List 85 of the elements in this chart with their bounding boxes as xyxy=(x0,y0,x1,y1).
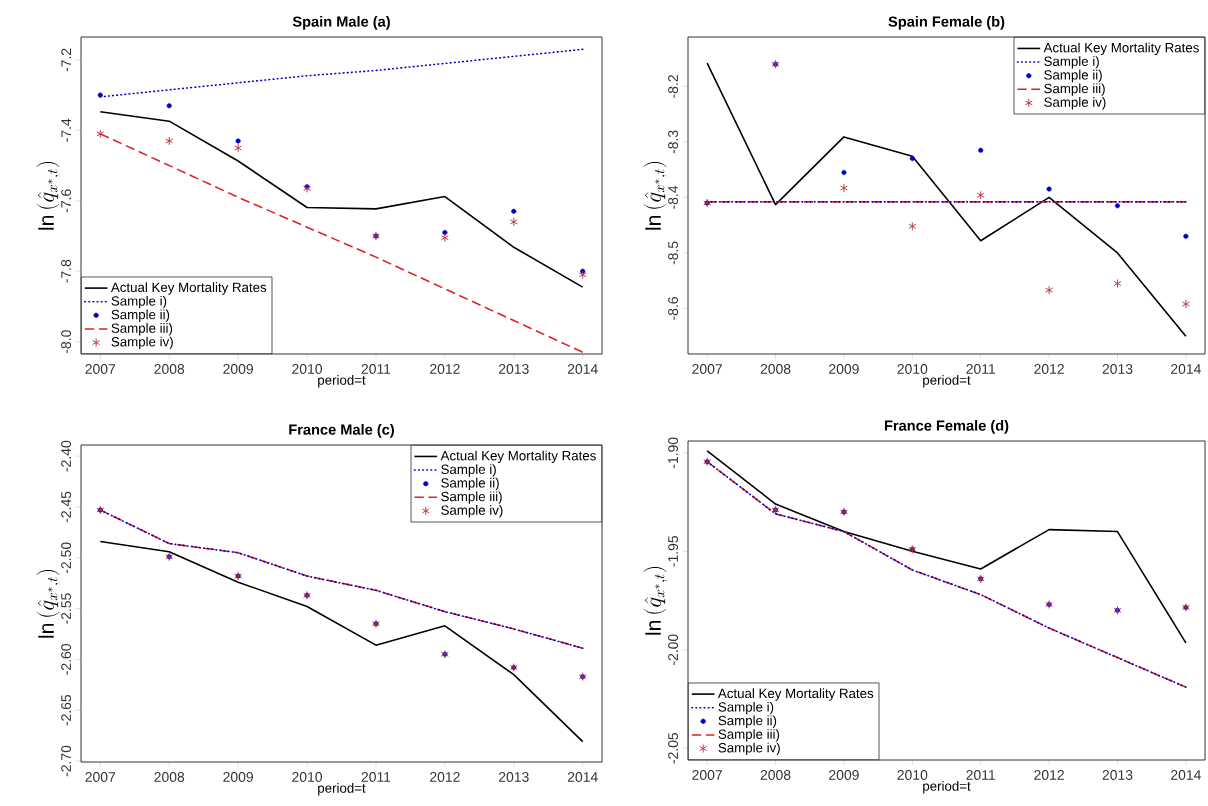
x-tick-label: 2014 xyxy=(1171,770,1201,780)
y-tick-label: -1.95 xyxy=(668,535,679,567)
y-tick-label: -2.05 xyxy=(668,732,679,764)
x-tick-label: 2009 xyxy=(223,772,253,782)
chart-title: Spain Female (b) xyxy=(888,16,1005,30)
y-tick-label: -8.6 xyxy=(668,297,679,320)
y-tick-label: -1.90 xyxy=(668,437,679,469)
x-tick-label: 2007 xyxy=(85,772,116,782)
legend-label: Sample iii) xyxy=(1044,83,1105,96)
y-tick-label: -7.6 xyxy=(61,189,72,213)
x-tick-label: 2014 xyxy=(567,772,598,782)
chart-title: France Male (c) xyxy=(289,424,394,438)
y-tick-label: -2.65 xyxy=(61,694,72,726)
x-tick-label: 2009 xyxy=(829,364,859,374)
legend-label: Sample ii) xyxy=(1044,69,1102,83)
y-tick-label: -7.4 xyxy=(61,118,72,142)
x-tick-label: 2008 xyxy=(154,772,185,782)
legend-label: Sample iv) xyxy=(1044,97,1106,110)
x-tick-label: 2007 xyxy=(692,364,722,374)
y-tick-label: -8.4 xyxy=(668,185,679,209)
x-tick-label: 2012 xyxy=(430,364,460,374)
legend-label: Sample i) xyxy=(1044,56,1099,69)
x-tick-label: 2010 xyxy=(897,770,928,780)
x-tick-label: 2013 xyxy=(1102,364,1133,374)
x-tick-label: 2013 xyxy=(1102,770,1133,780)
legend-label: Actual Key Mortality Rates xyxy=(717,688,874,701)
y-tick-label: -2.60 xyxy=(61,644,72,675)
x-tick-label: 2008 xyxy=(154,364,185,374)
legend-label: Sample iv) xyxy=(441,505,503,518)
y-tick-label: -8.0 xyxy=(61,330,72,354)
y-axis-title: $\ln\left(\hat{q}_{x^{*},t}\right)$ xyxy=(36,570,60,638)
legend-label: Sample iv) xyxy=(111,336,173,350)
x-tick-label: 2012 xyxy=(1034,364,1064,374)
y-tick-label: -8.3 xyxy=(668,130,679,154)
y-tick-label: -7.8 xyxy=(61,259,72,283)
y-tick-label: -2.40 xyxy=(61,440,72,472)
legend-label: Actual Key Mortality Rates xyxy=(1043,42,1199,56)
x-tick-label: 2009 xyxy=(223,364,253,374)
legend-label: Sample iv) xyxy=(718,742,780,756)
x-axis-title: period=t xyxy=(318,783,366,796)
legend-label: Sample iii) xyxy=(441,491,502,504)
legend-label: Sample ii) xyxy=(718,715,777,728)
y-tick-label: -8.5 xyxy=(668,241,679,265)
y-tick-label: -8.2 xyxy=(668,75,679,98)
y-axis-title: $\ln\left(\hat{q}_{x^{*},t}\right)$ xyxy=(36,162,60,230)
x-tick-label: 2011 xyxy=(361,364,391,374)
x-tick-label: 2007 xyxy=(85,364,116,374)
x-tick-label: 2011 xyxy=(966,770,995,780)
x-tick-label: 2008 xyxy=(760,770,791,780)
legend-label: Sample i) xyxy=(111,295,167,309)
y-tick-label: -2.00 xyxy=(668,634,679,665)
x-tick-label: 2008 xyxy=(760,364,791,374)
x-tick-label: 2014 xyxy=(1171,364,1201,374)
chart-title: Spain Male (a) xyxy=(292,16,390,30)
y-axis-title: $\ln\left(\hat{q}_{x^{*},t}\right)$ xyxy=(643,161,667,230)
legend-label: Actual Key Mortality Rates xyxy=(440,450,596,464)
x-tick-label: 2013 xyxy=(498,364,529,374)
y-tick-label: -2.50 xyxy=(61,542,72,574)
x-tick-label: 2010 xyxy=(897,364,928,374)
chart-title: France Female (d) xyxy=(884,420,1009,434)
x-tick-label: 2012 xyxy=(1034,770,1064,780)
y-tick-label: -2.45 xyxy=(61,491,72,523)
x-axis-title: period=t xyxy=(923,375,971,388)
x-tick-label: 2011 xyxy=(361,772,391,782)
x-tick-label: 2011 xyxy=(966,364,995,374)
x-tick-label: 2012 xyxy=(430,772,460,782)
legend-label: Sample iii) xyxy=(111,323,173,336)
legend-label: Actual Key Mortality Rates xyxy=(110,282,267,295)
x-tick-label: 2007 xyxy=(692,770,722,780)
x-axis-title: period=t xyxy=(923,781,971,794)
x-tick-label: 2014 xyxy=(567,364,598,374)
legend-label: Sample ii) xyxy=(111,309,170,322)
y-tick-label: -2.70 xyxy=(61,745,72,777)
legend-label: Sample i) xyxy=(441,464,496,477)
x-tick-label: 2010 xyxy=(292,364,322,374)
y-tick-label: -7.2 xyxy=(61,48,72,72)
x-tick-label: 2013 xyxy=(498,772,529,782)
x-tick-label: 2009 xyxy=(829,770,859,780)
legend-label: Sample iii) xyxy=(718,729,780,742)
legend-label: Sample ii) xyxy=(441,477,499,491)
y-axis-title: $\ln\left(\hat{q}_{x^{*},t}\right)$ xyxy=(643,567,667,635)
x-tick-label: 2010 xyxy=(292,772,322,782)
y-tick-label: -2.55 xyxy=(61,593,72,624)
legend-label: Sample i) xyxy=(718,701,774,715)
x-axis-title: period=t xyxy=(318,375,366,388)
